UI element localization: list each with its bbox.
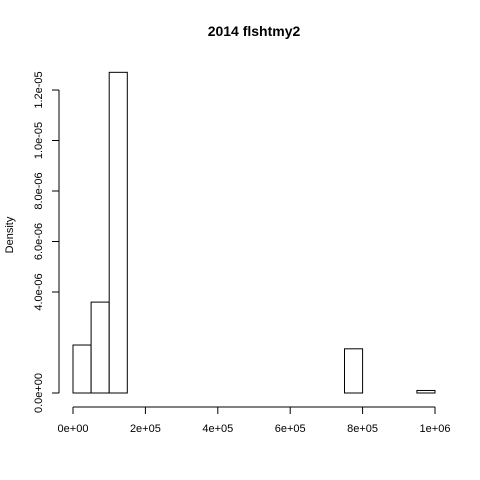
x-tick-label-2: 4e+05 [202,423,233,435]
x-tick-label-4: 8e+05 [347,423,378,435]
x-tick-label-0: 0e+00 [58,423,89,435]
y-tick-label-2: 6.0e-06 [33,223,45,260]
y-axis-label: Density [4,216,16,253]
x-axis: 0e+00 2e+05 4e+05 6e+05 8e+05 1e+06 [58,407,451,435]
y-tick-label-0: 0.0e+00 [33,373,45,413]
histogram-bar-2 [109,72,127,393]
x-tick-label-3: 6e+05 [275,423,306,435]
histogram-bar-1 [91,302,109,393]
histogram-bar-19 [417,390,435,393]
y-tick-label-5: 1.2e-05 [33,71,45,108]
y-tick-label-4: 1.0e-05 [33,122,45,159]
histogram-bars [73,72,435,393]
y-axis: 0.0e+00 4.0e-06 6.0e-06 8.0e-06 1.0e-05 1.2e-… [33,71,59,413]
chart-title: 2014 flshtmy2 [208,23,301,39]
histogram-bar-15 [345,349,363,393]
y-tick-label-1: 4.0e-06 [33,273,45,310]
x-tick-label-5: 1e+06 [420,423,451,435]
histogram-bar-0 [73,345,91,393]
y-tick-label-3: 8.0e-06 [33,172,45,209]
x-tick-label-1: 2e+05 [130,423,161,435]
